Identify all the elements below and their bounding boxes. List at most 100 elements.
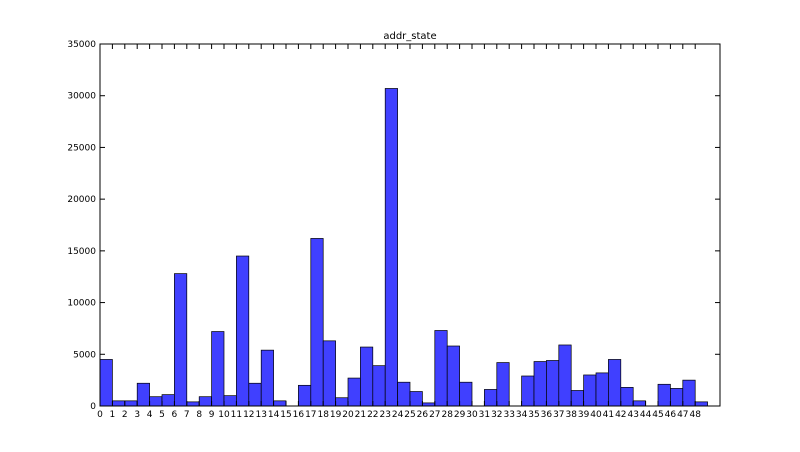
bar xyxy=(174,273,188,407)
x-tick-label: 36 xyxy=(541,410,553,420)
bar xyxy=(682,379,696,407)
x-tick-label: 5 xyxy=(159,410,165,420)
chart-title: addr_state xyxy=(383,31,436,42)
bar xyxy=(248,382,262,407)
x-tick-label: 40 xyxy=(590,410,602,420)
bar xyxy=(558,344,572,407)
x-tick-label: 21 xyxy=(355,410,366,420)
y-tick-label: 15000 xyxy=(67,247,96,257)
x-tick-label: 17 xyxy=(305,410,316,420)
x-tick-label: 27 xyxy=(429,410,440,420)
x-tick-label: 41 xyxy=(603,410,614,420)
bar xyxy=(583,374,597,407)
x-tick-label: 25 xyxy=(404,410,415,420)
x-tick-label: 3 xyxy=(134,410,140,420)
x-tick-label: 47 xyxy=(677,410,688,420)
x-tick-label: 37 xyxy=(553,410,564,420)
bar xyxy=(149,396,163,407)
x-tick-label: 6 xyxy=(172,410,178,420)
bar xyxy=(223,395,237,407)
bar xyxy=(136,382,150,407)
bar xyxy=(446,345,460,407)
bar xyxy=(570,390,584,407)
bar xyxy=(360,346,374,407)
bar xyxy=(211,331,225,407)
bar xyxy=(310,238,324,407)
bar xyxy=(533,361,547,407)
x-tick-label: 8 xyxy=(196,410,202,420)
x-tick-label: 43 xyxy=(627,410,638,420)
x-tick-label: 18 xyxy=(317,410,329,420)
x-tick-label: 39 xyxy=(578,410,590,420)
x-tick-label: 26 xyxy=(417,410,429,420)
x-tick-label: 13 xyxy=(255,410,266,420)
bar xyxy=(670,388,684,407)
y-tick-label: 5000 xyxy=(73,350,96,360)
bar xyxy=(322,340,336,407)
x-tick-label: 29 xyxy=(454,410,466,420)
bar xyxy=(186,401,200,407)
bar xyxy=(99,359,113,407)
y-tick-label: 10000 xyxy=(67,299,96,309)
plot-frame xyxy=(99,43,721,407)
bar xyxy=(521,375,535,407)
y-tick-label: 20000 xyxy=(67,195,96,205)
bar xyxy=(384,88,398,407)
bar xyxy=(496,362,510,407)
x-tick-label: 20 xyxy=(342,410,354,420)
bar xyxy=(459,381,473,407)
x-tick-label: 48 xyxy=(689,410,701,420)
bar xyxy=(372,365,386,407)
bar xyxy=(409,391,423,407)
bar xyxy=(397,381,411,407)
y-tick-label: 30000 xyxy=(67,92,96,102)
bar xyxy=(347,377,361,407)
x-tick-label: 38 xyxy=(565,410,577,420)
bar xyxy=(198,396,212,407)
bar xyxy=(335,397,349,407)
x-tick-label: 0 xyxy=(97,410,103,420)
bar xyxy=(694,401,708,407)
bar xyxy=(124,400,138,407)
x-tick-label: 12 xyxy=(243,410,254,420)
bar xyxy=(484,389,498,407)
x-tick-label: 11 xyxy=(231,410,242,420)
x-tick-label: 28 xyxy=(441,410,453,420)
bar xyxy=(620,387,634,407)
x-tick-label: 33 xyxy=(503,410,514,420)
y-tick-label: 35000 xyxy=(67,40,96,50)
x-tick-label: 22 xyxy=(367,410,378,420)
x-tick-label: 45 xyxy=(652,410,663,420)
x-tick-label: 24 xyxy=(392,410,404,420)
bar xyxy=(236,255,250,407)
x-tick-label: 19 xyxy=(330,410,342,420)
bar xyxy=(298,384,312,407)
x-tick-label: 34 xyxy=(516,410,528,420)
x-tick-label: 30 xyxy=(466,410,478,420)
x-tick-label: 14 xyxy=(268,410,280,420)
x-tick-label: 35 xyxy=(528,410,539,420)
x-tick-label: 46 xyxy=(665,410,677,420)
x-tick-label: 7 xyxy=(184,410,190,420)
bar xyxy=(273,400,287,407)
x-tick-label: 15 xyxy=(280,410,291,420)
x-tick-label: 44 xyxy=(640,410,652,420)
bar xyxy=(632,400,646,407)
x-tick-label: 9 xyxy=(209,410,215,420)
y-tick-label: 25000 xyxy=(67,143,96,153)
x-tick-label: 10 xyxy=(218,410,230,420)
bar xyxy=(546,360,560,407)
bar xyxy=(260,349,274,407)
x-tick-label: 31 xyxy=(479,410,490,420)
x-tick-label: 4 xyxy=(147,410,153,420)
bar xyxy=(608,359,622,407)
bar xyxy=(657,383,671,407)
bar xyxy=(595,372,609,407)
x-tick-label: 42 xyxy=(615,410,626,420)
bar xyxy=(434,330,448,407)
y-tick-label: 0 xyxy=(90,402,96,412)
x-tick-label: 23 xyxy=(379,410,390,420)
bar xyxy=(161,394,175,407)
x-tick-label: 16 xyxy=(293,410,305,420)
